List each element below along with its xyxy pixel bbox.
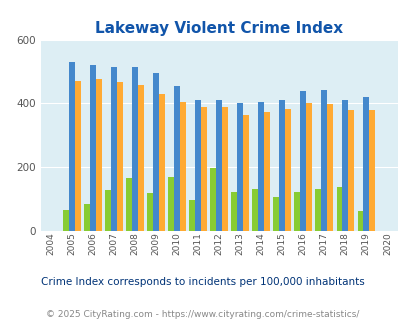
Bar <box>222 107 228 231</box>
Bar <box>258 102 264 231</box>
Text: © 2025 CityRating.com - https://www.cityrating.com/crime-statistics/: © 2025 CityRating.com - https://www.city… <box>46 310 359 319</box>
Bar <box>147 193 153 231</box>
Bar <box>300 91 305 231</box>
Bar <box>237 103 243 231</box>
Bar <box>243 115 249 231</box>
Bar <box>90 65 96 231</box>
Bar <box>200 107 207 231</box>
Bar <box>159 94 164 231</box>
Bar <box>168 177 174 231</box>
Bar <box>347 110 353 231</box>
Bar <box>210 168 216 231</box>
Bar <box>105 189 111 231</box>
Bar <box>231 192 237 231</box>
Bar <box>132 67 138 231</box>
Bar <box>174 86 180 231</box>
Bar <box>341 100 347 231</box>
Bar <box>336 187 341 231</box>
Bar <box>285 109 290 231</box>
Bar <box>279 100 285 231</box>
Bar <box>369 111 374 231</box>
Bar <box>75 81 81 231</box>
Bar <box>117 82 123 231</box>
Bar <box>69 62 75 231</box>
Bar <box>195 100 200 231</box>
Bar <box>189 200 195 231</box>
Bar <box>362 97 369 231</box>
Bar <box>273 197 279 231</box>
Bar <box>315 189 321 231</box>
Bar <box>216 100 222 231</box>
Bar <box>84 204 90 231</box>
Bar <box>138 85 144 231</box>
Bar <box>63 210 69 231</box>
Bar <box>321 90 326 231</box>
Bar <box>326 104 333 231</box>
Bar <box>294 192 300 231</box>
Text: Crime Index corresponds to incidents per 100,000 inhabitants: Crime Index corresponds to incidents per… <box>41 278 364 287</box>
Bar <box>126 178 132 231</box>
Bar <box>111 67 117 231</box>
Bar <box>180 102 185 231</box>
Bar <box>153 73 159 231</box>
Bar <box>264 112 269 231</box>
Bar <box>305 103 311 231</box>
Bar <box>357 211 362 231</box>
Bar <box>252 189 258 231</box>
Title: Lakeway Violent Crime Index: Lakeway Violent Crime Index <box>95 21 343 36</box>
Bar <box>96 80 102 231</box>
